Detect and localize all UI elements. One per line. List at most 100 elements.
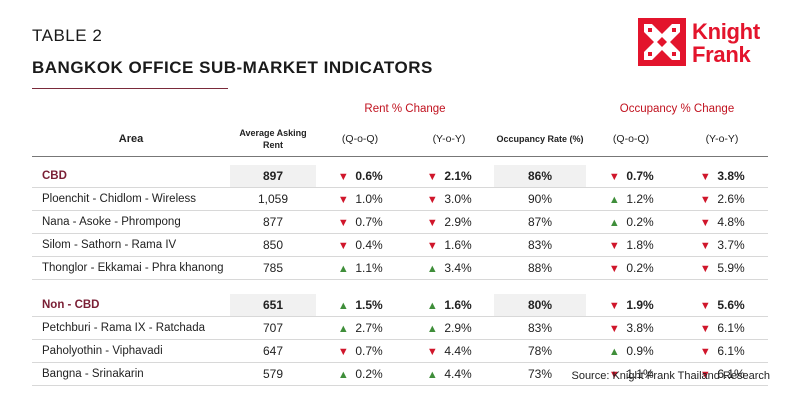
rent-qoq-cell: ▼ 0.7%: [316, 210, 404, 234]
col-header-occ-qoq: (Q-o-Q): [586, 122, 676, 157]
asking-rent: 707: [230, 316, 316, 340]
source-note: Source: Knight Frank Thailand Research: [571, 370, 770, 382]
arrow-down-icon: ▼: [426, 171, 438, 183]
rent-yoy-cell: ▼ 3.0%: [404, 187, 494, 211]
arrow-down-icon: ▼: [699, 240, 711, 252]
occupancy-rate: 78%: [494, 339, 586, 363]
rent-yoy-cell: ▲ 4.4%: [404, 362, 494, 386]
col-header-area: Area: [32, 122, 230, 157]
table-row: Silom - Sathorn - Rama IV 850 ▼ 0.4% ▼ 1.6% 83…: [32, 233, 768, 257]
rent-qoq-cell: ▼ 0.6%: [316, 165, 404, 188]
rent-qoq-cell: ▲ 0.2%: [316, 362, 404, 386]
col-header-rent: Average Asking Rent: [230, 122, 316, 157]
asking-rent: 897: [230, 165, 316, 188]
arrow-down-icon: ▼: [337, 346, 349, 358]
change-value: 0.9%: [626, 344, 654, 358]
occ-qoq-cell: ▲ 0.2%: [586, 210, 676, 234]
change-value: 1.1%: [626, 367, 654, 381]
occ-qoq-cell: ▲ 0.9%: [586, 339, 676, 363]
area-name: Petchburi - Rama IX - Ratchada: [32, 316, 230, 340]
arrow-up-icon: ▲: [426, 263, 438, 275]
change-value: 3.8%: [626, 321, 654, 335]
asking-rent: 579: [230, 362, 316, 386]
occ-yoy-cell: ▼ 6.1%: [676, 339, 768, 363]
change-value: 3.8%: [717, 169, 745, 183]
change-value: 2.6%: [717, 192, 745, 206]
arrow-down-icon: ▼: [426, 240, 438, 252]
arrow-down-icon: ▼: [608, 171, 620, 183]
arrow-up-icon: ▲: [337, 300, 349, 312]
occupancy-rate: 88%: [494, 256, 586, 280]
change-value: 4.4%: [444, 344, 472, 358]
section-summary-row: CBD 897 ▼ 0.6% ▼ 2.1% 86% ▼ 0.7% ▼ 3.8%: [32, 165, 768, 188]
change-value: 6.1%: [717, 367, 745, 381]
arrow-up-icon: ▲: [337, 263, 349, 275]
area-name: CBD: [32, 165, 230, 188]
column-header-row: Area Average Asking Rent (Q-o-Q) (Y-o-Y)…: [32, 122, 768, 157]
change-value: 1.6%: [444, 298, 472, 312]
arrow-up-icon: ▲: [426, 323, 438, 335]
area-name: Thonglor - Ekkamai - Phra khanong: [32, 256, 230, 280]
col-header-rent-yoy: (Y-o-Y): [404, 122, 494, 157]
arrow-down-icon: ▼: [608, 263, 620, 275]
change-value: 5.9%: [717, 261, 745, 275]
arrow-down-icon: ▼: [608, 240, 620, 252]
change-value: 2.7%: [355, 321, 383, 335]
change-value: 1.0%: [355, 192, 383, 206]
change-value: 0.6%: [355, 169, 383, 183]
arrow-up-icon: ▲: [608, 217, 620, 229]
arrow-down-icon: ▼: [337, 217, 349, 229]
change-value: 1.6%: [444, 238, 472, 252]
knight-frank-logo: Knight Frank: [638, 18, 766, 74]
arrow-up-icon: ▲: [426, 369, 438, 381]
section-spacer: [32, 157, 768, 166]
arrow-down-icon: ▼: [426, 217, 438, 229]
occ-yoy-cell: ▼ 4.8%: [676, 210, 768, 234]
occupancy-rate: 87%: [494, 210, 586, 234]
arrow-up-icon: ▲: [608, 346, 620, 358]
occupancy-rate: 80%: [494, 294, 586, 317]
change-value: 3.7%: [717, 238, 745, 252]
col-header-rent-qoq: (Q-o-Q): [316, 122, 404, 157]
arrow-down-icon: ▼: [699, 369, 711, 381]
change-value: 0.2%: [626, 215, 654, 229]
rent-qoq-cell: ▼ 1.0%: [316, 187, 404, 211]
section-spacer: [32, 280, 768, 295]
area-name: Non - CBD: [32, 294, 230, 317]
change-value: 5.6%: [717, 298, 745, 312]
page-title: BANGKOK OFFICE SUB-MARKET INDICATORS: [32, 58, 433, 77]
arrow-down-icon: ▼: [608, 300, 620, 312]
arrow-down-icon: ▼: [608, 369, 620, 381]
occ-yoy-cell: ▼ 6.1%: [676, 362, 768, 386]
occ-qoq-cell: ▼ 1.1%: [586, 362, 676, 386]
arrow-down-icon: ▼: [699, 217, 711, 229]
occ-yoy-cell: ▼ 5.9%: [676, 256, 768, 280]
rent-qoq-cell: ▲ 1.1%: [316, 256, 404, 280]
rent-yoy-cell: ▼ 2.1%: [404, 165, 494, 188]
rent-yoy-cell: ▼ 2.9%: [404, 210, 494, 234]
change-value: 6.1%: [717, 321, 745, 335]
indicators-table: Rent % Change Occupancy % Change Area Av…: [32, 96, 768, 386]
occ-yoy-cell: ▼ 3.7%: [676, 233, 768, 257]
change-value: 0.2%: [355, 367, 383, 381]
asking-rent: 647: [230, 339, 316, 363]
col-header-occupancy: Occupancy Rate (%): [494, 122, 586, 157]
arrow-up-icon: ▲: [608, 194, 620, 206]
logo-text-line2: Frank: [692, 42, 751, 67]
rent-yoy-cell: ▼ 1.6%: [404, 233, 494, 257]
occupancy-change-group-header: Occupancy % Change: [619, 103, 735, 115]
rent-qoq-cell: ▼ 0.7%: [316, 339, 404, 363]
occupancy-rate: 83%: [494, 233, 586, 257]
arrow-down-icon: ▼: [699, 171, 711, 183]
asking-rent: 785: [230, 256, 316, 280]
arrow-up-icon: ▲: [337, 323, 349, 335]
arrow-down-icon: ▼: [337, 240, 349, 252]
arrow-down-icon: ▼: [426, 346, 438, 358]
occupancy-rate: 73%: [494, 362, 586, 386]
occ-yoy-cell: ▼ 3.8%: [676, 165, 768, 188]
occ-qoq-cell: ▼ 0.7%: [586, 165, 676, 188]
occ-qoq-cell: ▼ 1.8%: [586, 233, 676, 257]
arrow-down-icon: ▼: [699, 194, 711, 206]
change-value: 1.8%: [626, 238, 654, 252]
occupancy-rate: 83%: [494, 316, 586, 340]
